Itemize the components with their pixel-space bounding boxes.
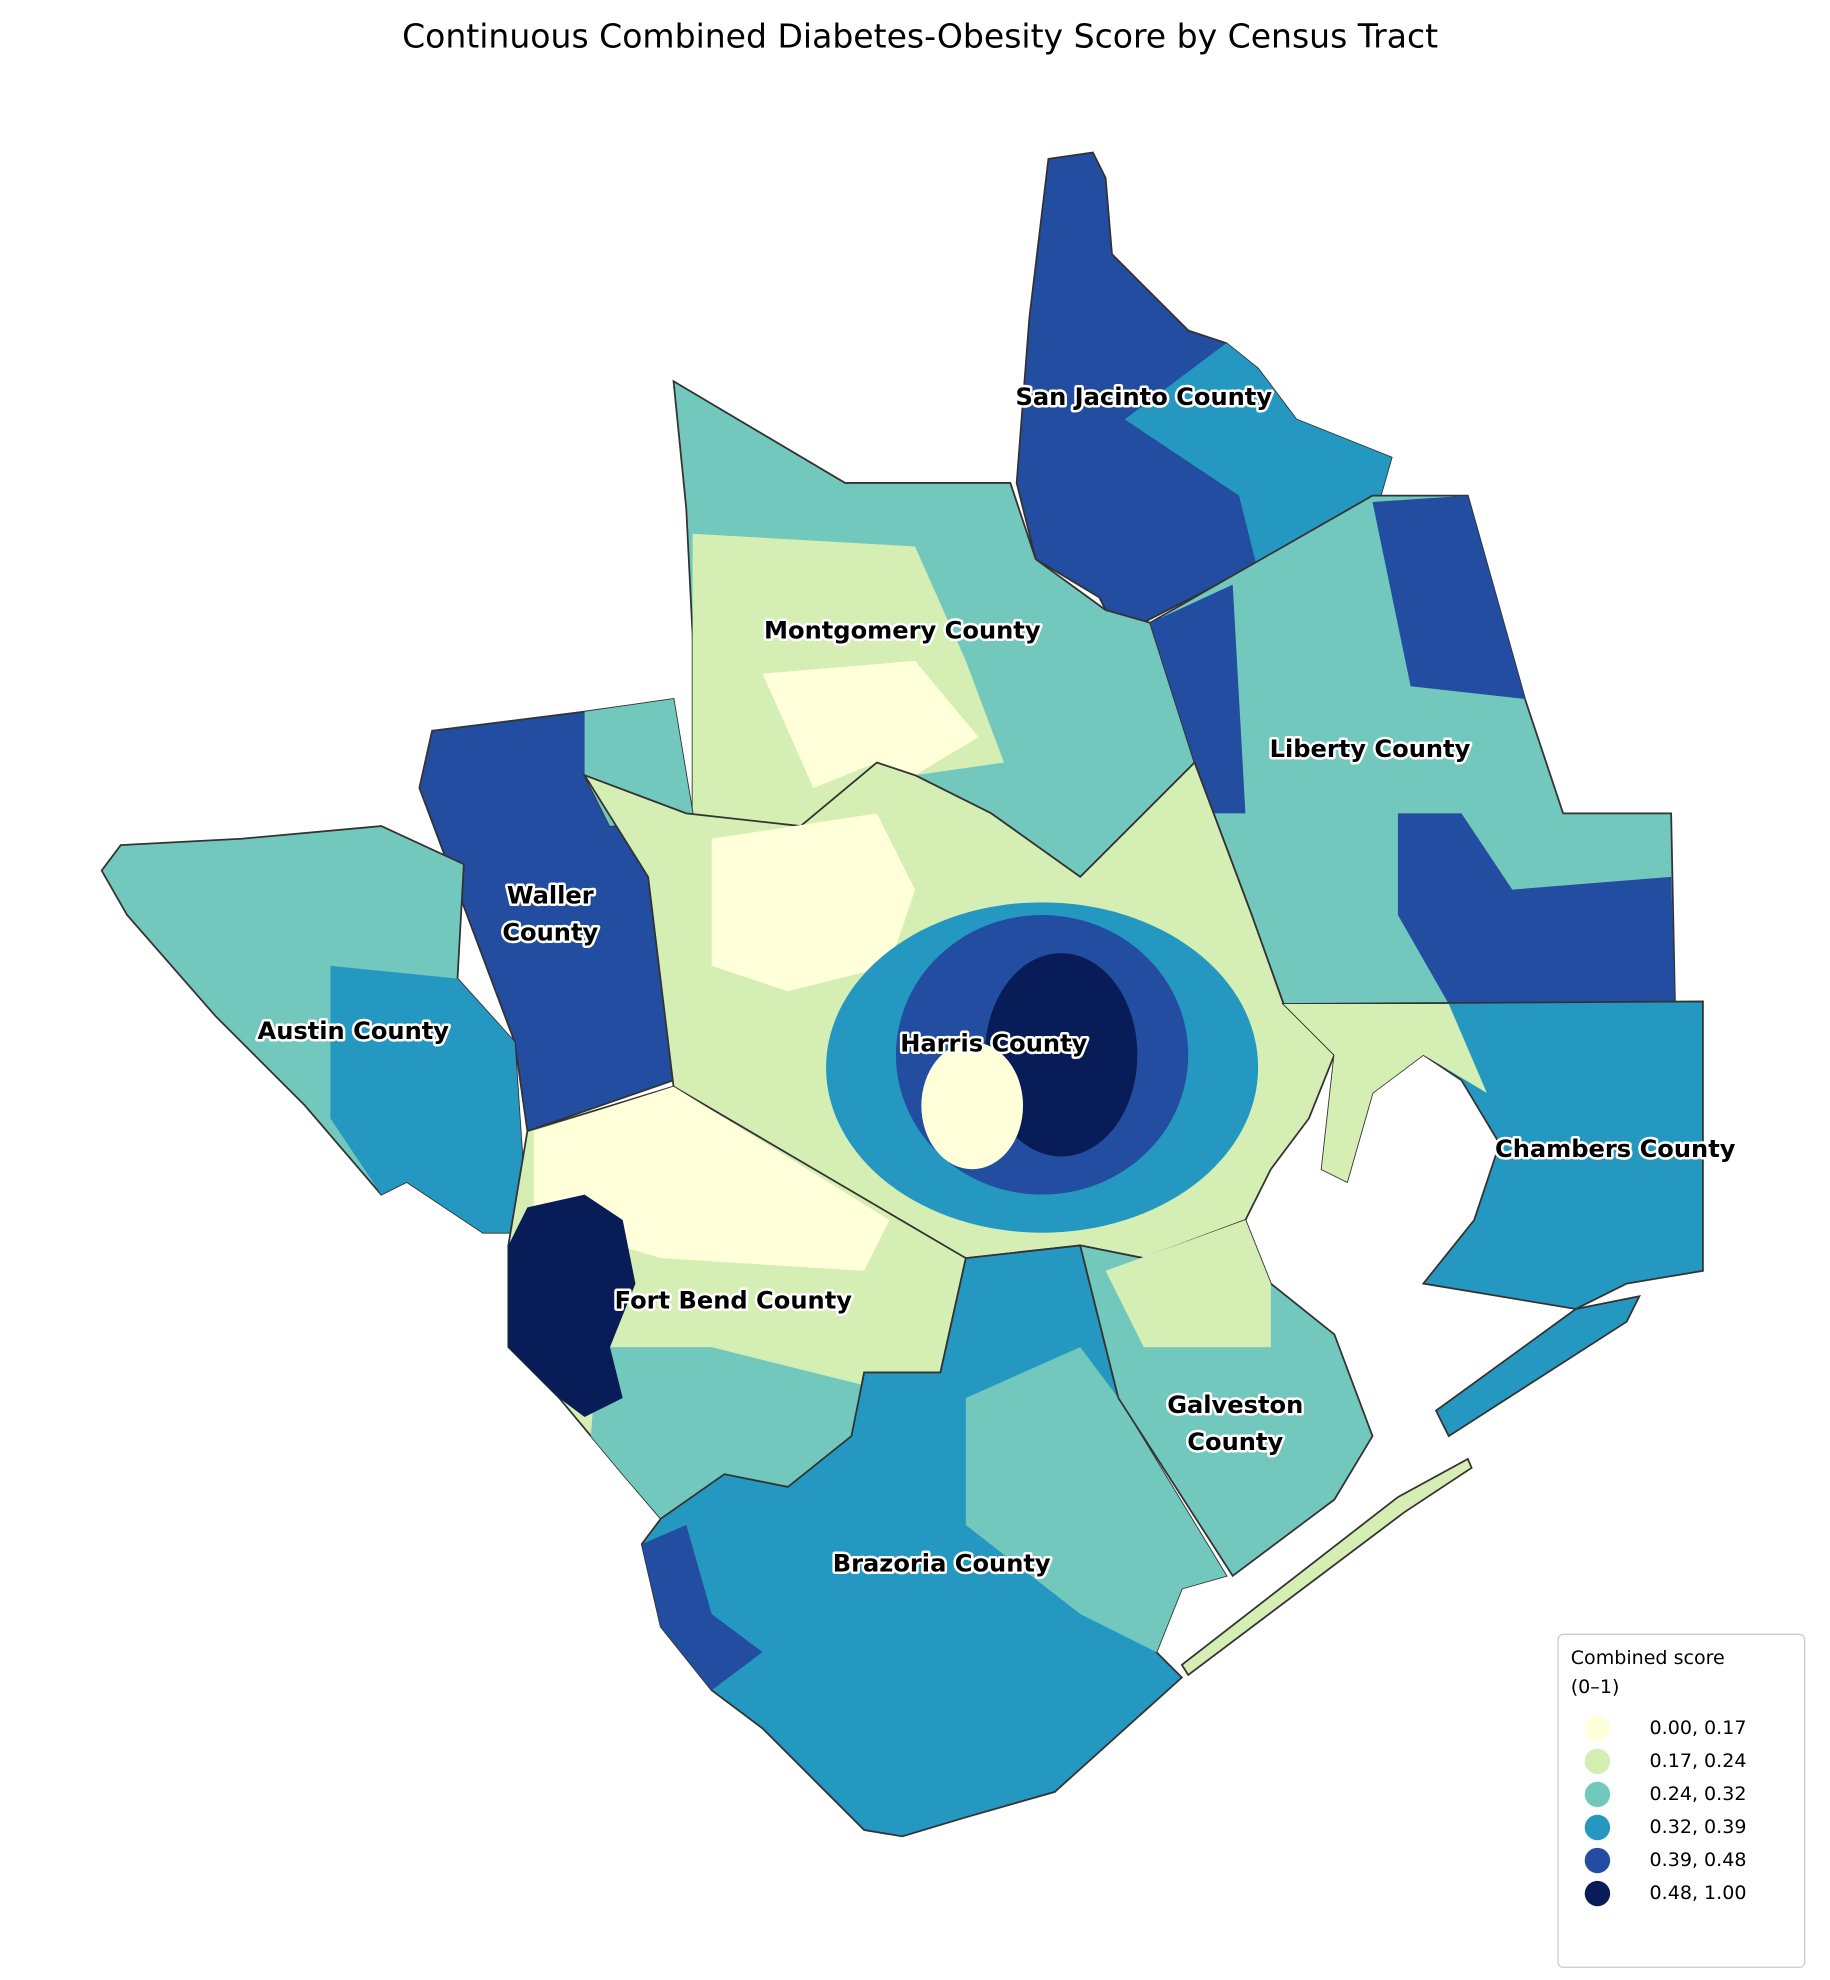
legend-title: (0–1) xyxy=(1571,1676,1620,1698)
fort-bend-south xyxy=(590,1347,865,1519)
legend-swatch xyxy=(1584,1715,1611,1742)
county-label: Brazoria County xyxy=(833,1549,1051,1577)
legend-swatch xyxy=(1584,1847,1611,1874)
legend-title: Combined score xyxy=(1571,1647,1725,1669)
legend-swatch xyxy=(1584,1781,1611,1808)
county-label: Austin County xyxy=(258,1017,450,1045)
legend-label: 0.48, 1.00 xyxy=(1650,1882,1747,1904)
brazoria-middle xyxy=(965,1347,1227,1653)
legend-label: 0.17, 0.24 xyxy=(1650,1750,1747,1772)
montgomery-core xyxy=(762,660,979,788)
legend-label: 0.32, 0.39 xyxy=(1650,1816,1747,1838)
county-label: Chambers County xyxy=(1495,1135,1736,1163)
austin-south xyxy=(330,965,528,1233)
bolivar-peninsula xyxy=(1434,1295,1641,1438)
county-label: Liberty County xyxy=(1270,735,1471,763)
legend-label: 0.24, 0.32 xyxy=(1650,1783,1747,1805)
legend-label: 0.00, 0.17 xyxy=(1650,1717,1747,1739)
map-title: Continuous Combined Diabetes-Obesity Sco… xyxy=(402,17,1438,56)
county-label: Galveston xyxy=(1167,1391,1303,1419)
liberty-north xyxy=(1372,495,1525,699)
county-labels: San Jacinto County Montgomery County Liber… xyxy=(255,380,1738,1580)
galveston-island xyxy=(1180,1457,1473,1677)
county-label: Montgomery County xyxy=(764,617,1041,645)
brazoria-west xyxy=(641,1525,763,1691)
fort-bend-west xyxy=(508,1194,636,1417)
legend-box xyxy=(1557,1633,1806,1968)
county-label: County xyxy=(1187,1428,1283,1456)
legend-swatch xyxy=(1584,1814,1611,1841)
legend-label: 0.39, 0.48 xyxy=(1650,1849,1747,1871)
county-label: Harris County xyxy=(900,1030,1087,1058)
county-label: San Jacinto County xyxy=(1015,383,1272,411)
harris-center xyxy=(921,1042,1024,1170)
galveston-north xyxy=(1105,1220,1271,1348)
legend-swatch xyxy=(1584,1880,1611,1907)
county-label: Waller xyxy=(507,882,594,910)
harris-west xyxy=(711,813,915,992)
legend-swatch xyxy=(1584,1748,1611,1775)
county-label: Fort Bend County xyxy=(615,1286,853,1314)
county-label: County xyxy=(502,918,598,946)
legend: Combined score (0–1) 0.00, 0.17 0.17, 0.24 0… xyxy=(1557,1633,1806,1968)
liberty-east xyxy=(1397,813,1675,1004)
chambers-west xyxy=(1283,1003,1487,1182)
liberty-west xyxy=(1150,584,1246,814)
counties xyxy=(100,151,1704,1838)
san-jacinto-east xyxy=(1124,343,1392,572)
